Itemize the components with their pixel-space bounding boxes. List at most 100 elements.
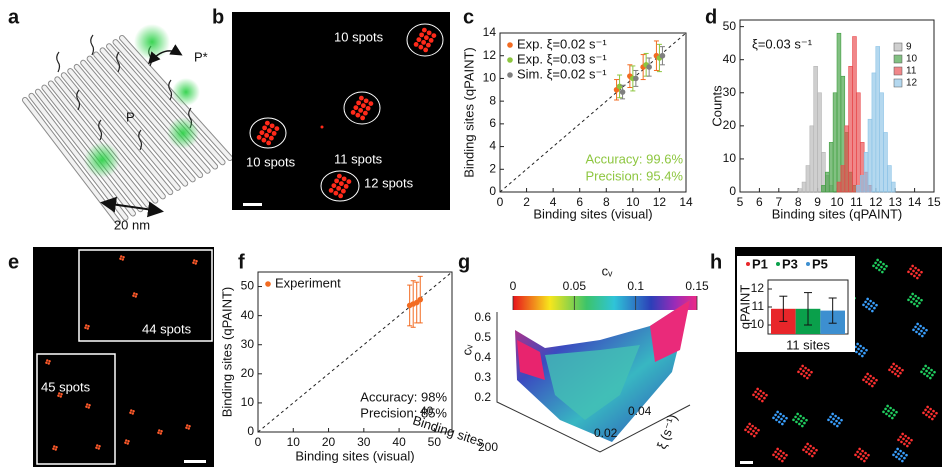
spot [922, 326, 925, 330]
spot [785, 416, 788, 420]
spot [800, 419, 803, 423]
spot [856, 342, 859, 346]
spot [120, 255, 123, 258]
spot [756, 387, 759, 391]
spot-count: 12 spots [364, 175, 414, 190]
y-tick-label: 14 [483, 25, 497, 39]
spot [797, 417, 800, 421]
spot [355, 112, 361, 118]
y-tick-label: 10 [483, 71, 497, 85]
panel-label: g [458, 251, 470, 273]
surface [545, 345, 640, 420]
spot [358, 95, 364, 101]
y-axis-label: Binding sites (qPAINT) [461, 47, 476, 178]
spot [780, 454, 783, 458]
spot [912, 328, 915, 332]
spot [779, 449, 782, 453]
spot [933, 414, 936, 418]
spot [158, 429, 161, 432]
data-point [633, 75, 639, 82]
spot [133, 292, 136, 295]
spot [903, 442, 906, 446]
y-tick-label: 12 [751, 281, 765, 295]
spot [911, 264, 914, 268]
spot [755, 431, 758, 435]
spot [866, 297, 869, 301]
spot [897, 438, 900, 442]
spot [779, 412, 782, 416]
spot [421, 27, 427, 33]
fluorescence-glow [134, 24, 170, 60]
spot [759, 389, 762, 393]
legend-marker [776, 262, 780, 266]
spot [341, 176, 347, 182]
spot-count: 44 spots [142, 321, 192, 336]
staple [116, 51, 121, 73]
y-tick-label: 4 [489, 139, 496, 153]
spot [893, 413, 896, 417]
spot [858, 447, 861, 451]
spot [872, 264, 875, 268]
spot [896, 447, 899, 451]
spot [869, 299, 872, 303]
y-tick-label: 20 [241, 366, 255, 380]
spot [910, 438, 913, 442]
spot [774, 413, 777, 417]
reference-line [499, 32, 687, 193]
panel-label: b [212, 6, 224, 28]
spot [838, 421, 841, 425]
spot [777, 415, 780, 419]
spot [928, 371, 931, 375]
spot [916, 276, 919, 280]
spot [928, 415, 931, 419]
x-tick-label: 10 [626, 195, 640, 209]
spot [794, 415, 797, 419]
spot [360, 103, 366, 109]
spot [353, 105, 359, 111]
spot [757, 428, 760, 432]
histogram-bar [821, 185, 826, 193]
spot [933, 370, 936, 374]
histogram-bar [828, 142, 834, 193]
legend-marker [265, 281, 271, 287]
spot [356, 100, 362, 106]
histogram-bar [848, 66, 853, 193]
z-tick-label: 0.6 [474, 310, 491, 324]
y-tick-label: 50 [723, 19, 737, 33]
y-axis-label: qPAINT [737, 285, 752, 330]
surface [517, 340, 545, 380]
x-tick-label: 5 [737, 195, 744, 209]
spot [917, 327, 920, 331]
spot [867, 453, 870, 457]
spot [328, 187, 334, 193]
spot [800, 372, 803, 376]
spot [901, 432, 904, 436]
spot [261, 137, 267, 143]
spot [917, 296, 920, 300]
legend-swatch [893, 78, 903, 88]
x-tick-label: 11 [850, 195, 863, 209]
spot [360, 115, 366, 121]
spot [87, 325, 90, 328]
spot [811, 454, 814, 458]
spot [861, 354, 864, 358]
x-tick-label: 6 [756, 195, 763, 209]
y-axis-label: Binding sites (qPAINT) [219, 287, 234, 418]
legend-marker [507, 42, 513, 48]
histogram-bar [825, 171, 830, 193]
spot [421, 39, 427, 45]
spot [881, 270, 884, 274]
spot [269, 123, 275, 129]
x-tick-label: 2 [523, 195, 530, 209]
xi-tick-label: 0.02 [594, 426, 618, 440]
y-tick-label: 40 [241, 308, 255, 322]
panel-label: d [705, 6, 717, 28]
spot [772, 453, 775, 457]
spot [834, 414, 837, 418]
legend-label: 12 [906, 78, 918, 89]
spot [905, 439, 908, 443]
spot [830, 420, 833, 424]
colorbar-tick-label: 0.1 [627, 279, 644, 293]
spot [802, 369, 805, 373]
spot [266, 128, 272, 134]
